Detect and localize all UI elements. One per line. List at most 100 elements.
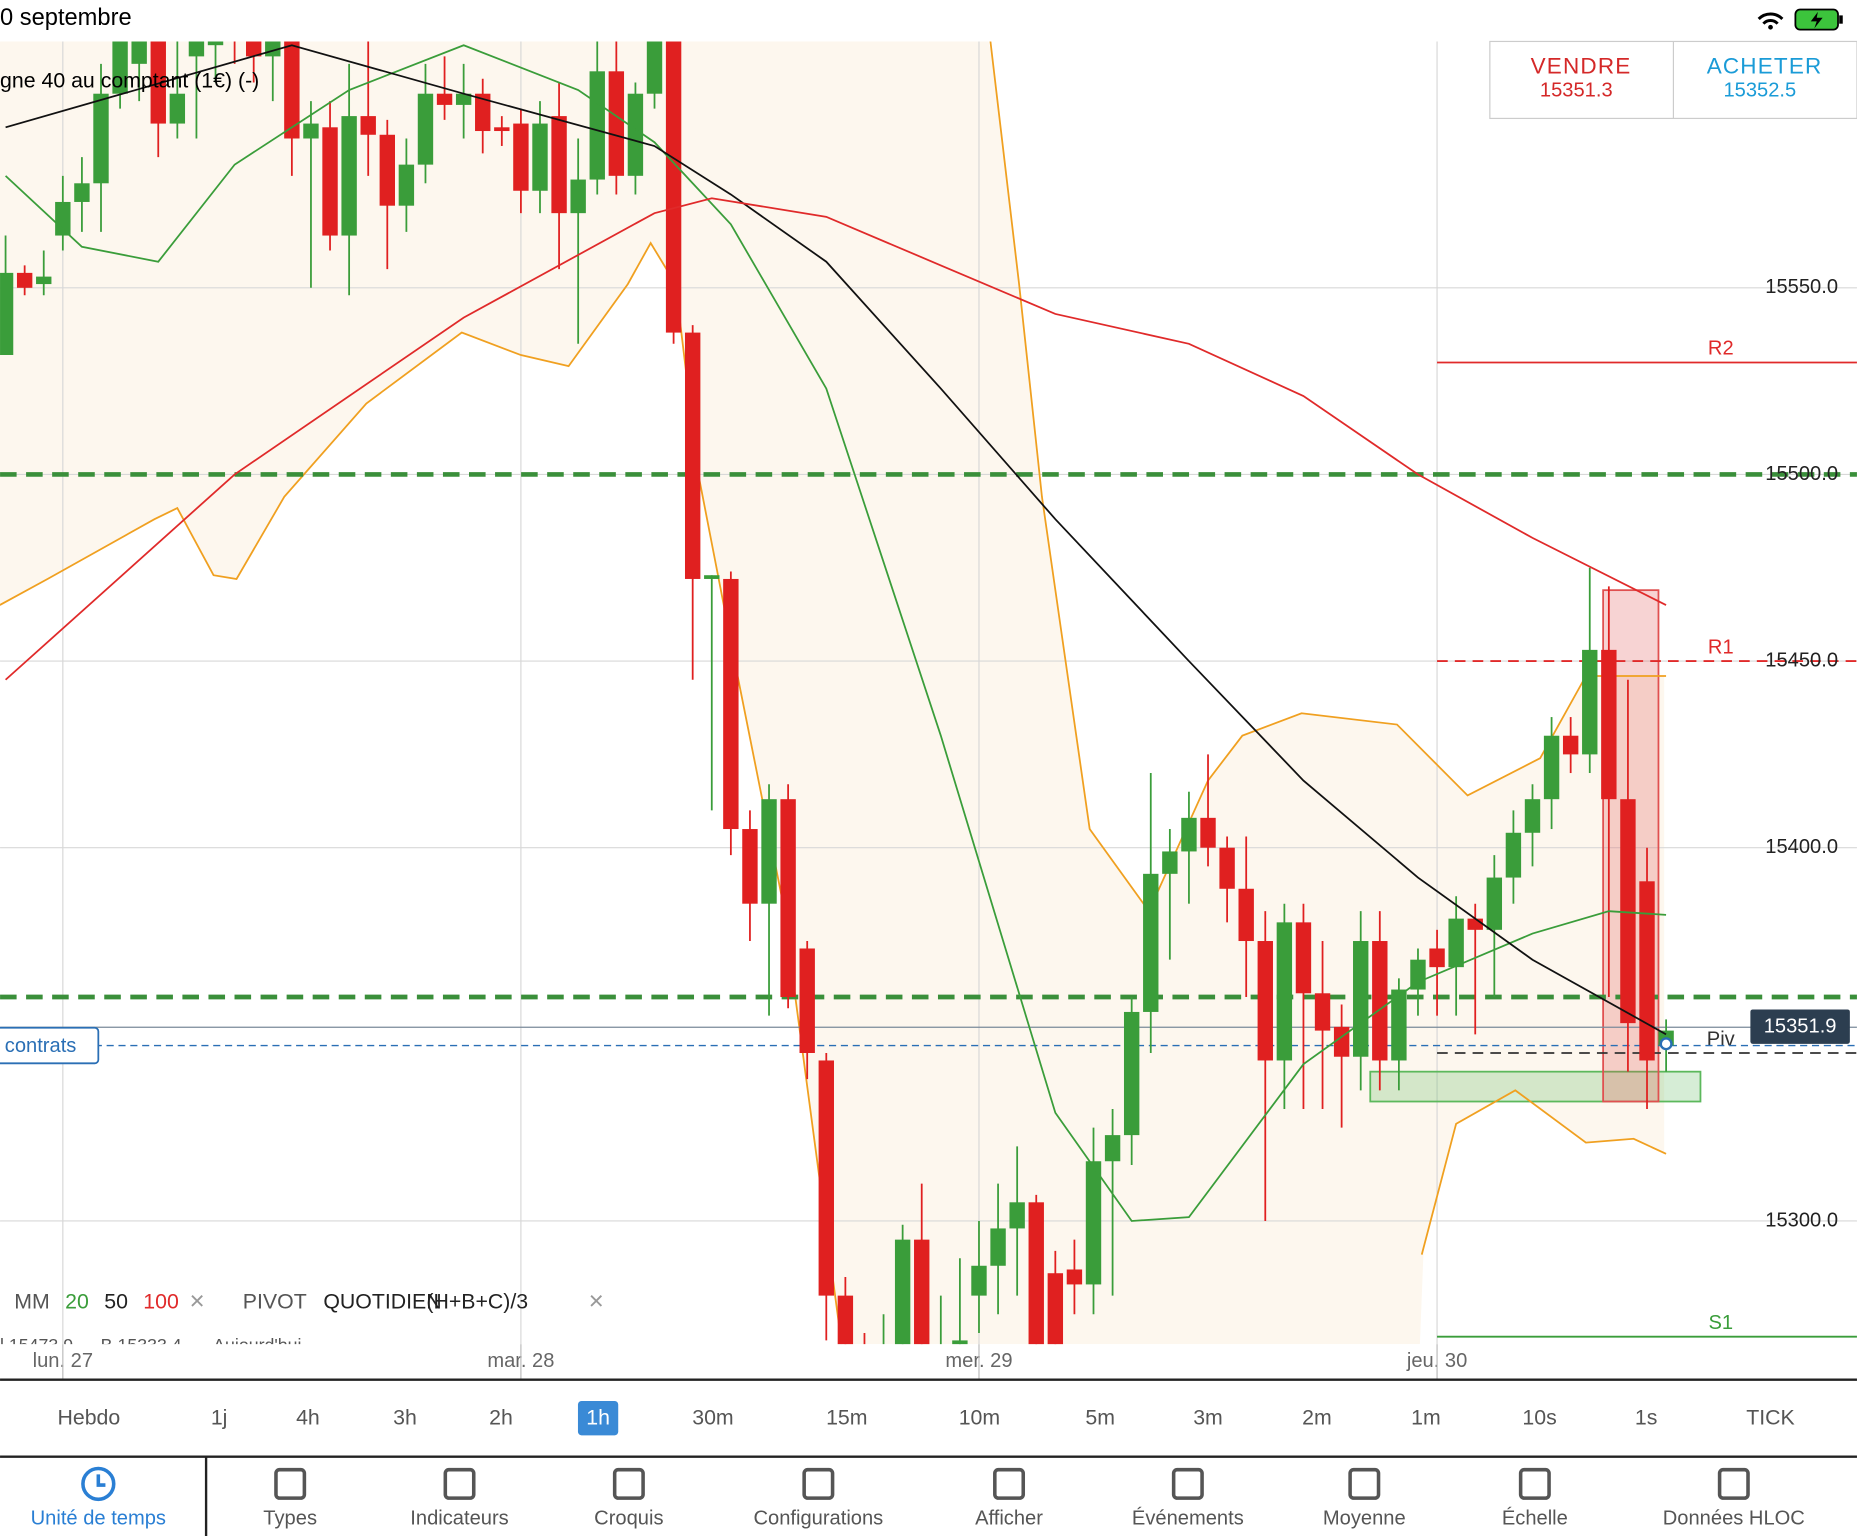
toolbar-icon (1348, 1467, 1381, 1500)
timeframe-bar: Hebdo 1j 4h 3h 2h 1h 30m 15m 10m 5m 3m 2m 1m 10s 1s TIC… (57, 1400, 1795, 1436)
candle-body (1181, 817, 1197, 852)
candle-body (532, 123, 548, 191)
legend-entry: 20 (65, 1289, 89, 1313)
toolbar-button[interactable]: Types (263, 1508, 317, 1530)
legend-info: Aujourd'hui (213, 1335, 301, 1355)
timeframe-option[interactable]: 30m (692, 1405, 733, 1429)
level-label: S1 (1708, 1312, 1733, 1334)
timeframe-option[interactable]: 10s (1522, 1405, 1556, 1429)
legend-formula: (H+B+C)/3 (426, 1289, 528, 1313)
level-label: R1 (1708, 636, 1734, 658)
candle-body (952, 1340, 968, 1345)
candle-body (1104, 1135, 1121, 1162)
candle-body (723, 578, 739, 830)
candle-body (455, 93, 472, 105)
toolbar-icon (274, 1467, 307, 1500)
candle-body (1620, 799, 1636, 1024)
candle-body (1353, 941, 1369, 1057)
toolbar-button[interactable]: Événements (1132, 1507, 1244, 1530)
candle-body (1238, 888, 1254, 942)
legend-mm: MM (14, 1289, 49, 1313)
toolbar-icon (993, 1467, 1026, 1500)
candle-body (627, 93, 644, 176)
y-tick-label: 15550.0 (1765, 276, 1838, 298)
candle-body (837, 1295, 854, 1345)
candle-body (1162, 851, 1178, 874)
toolbar-button[interactable]: Croquis (594, 1508, 663, 1530)
candle-body (1582, 649, 1598, 755)
candle-body (1639, 881, 1655, 1061)
last-candle-marker (1659, 1037, 1673, 1051)
candle-body (284, 41, 300, 139)
toolbar-icon (1717, 1467, 1750, 1500)
candle-body (608, 71, 625, 176)
candle-body (1295, 922, 1312, 994)
timeframe-option[interactable]: 1s (1635, 1405, 1658, 1429)
moving-average (5, 44, 1667, 1036)
candle-body (1601, 649, 1617, 800)
candle-body (1143, 873, 1159, 1012)
candle-body (1372, 941, 1388, 1061)
candle-body (379, 134, 395, 206)
candle-body (131, 41, 147, 64)
last-price-box (1750, 1009, 1850, 1044)
toolbar-button[interactable]: Moyenne (1323, 1508, 1406, 1530)
legend-remove[interactable]: × (589, 1286, 604, 1316)
timeframe-option[interactable]: 2h (489, 1405, 513, 1429)
candle-body (1333, 1026, 1350, 1057)
legend-remove[interactable]: × (190, 1286, 205, 1316)
toolbar-button[interactable]: Unité de temps (31, 1508, 166, 1530)
candle-body (55, 201, 71, 236)
timeframe-option[interactable]: 10m (959, 1405, 1000, 1429)
candle-body (417, 93, 434, 165)
candle-body (1391, 989, 1407, 1061)
toolbar-button[interactable]: Afficher (975, 1508, 1043, 1530)
candle-body (494, 127, 510, 132)
sell-button[interactable]: VENDRE (1531, 53, 1632, 78)
toolbar-button[interactable]: Indicateurs (410, 1508, 508, 1530)
timeframe-option[interactable]: 15m (826, 1405, 867, 1429)
timeframe-option[interactable]: TICK (1746, 1405, 1795, 1429)
toolbar-icon (443, 1467, 476, 1500)
timeframe-option[interactable]: 1m (1411, 1405, 1441, 1429)
candle-body (1486, 877, 1503, 930)
candle-body (245, 41, 262, 57)
candle-body (74, 183, 90, 202)
candle-body (1448, 918, 1464, 968)
timeframe-option[interactable]: 2m (1302, 1405, 1332, 1429)
timeframe-option[interactable]: 1j (211, 1405, 228, 1429)
toolbar-button[interactable]: Échelle (1502, 1507, 1568, 1530)
candle-body (0, 272, 14, 355)
candle-body (1562, 735, 1579, 755)
timeframe-option[interactable]: Hebdo (57, 1405, 120, 1429)
candle-body (1505, 832, 1522, 878)
candle-body (990, 1228, 1006, 1266)
timeframe-option[interactable]: 1h (586, 1405, 610, 1429)
candle-body (761, 799, 777, 904)
candle-body (1028, 1202, 1044, 1345)
status-icons (1757, 8, 1843, 31)
level-label: R2 (1708, 338, 1734, 360)
candle-body (436, 93, 453, 105)
candle-body (150, 41, 166, 124)
candle-body (1257, 941, 1273, 1061)
toolbar-icon (96, 1474, 106, 1487)
band-fill (0, 41, 1665, 1345)
toolbar-icon (612, 1467, 645, 1500)
candle-body (742, 829, 758, 904)
timeframe-option[interactable]: 4h (296, 1405, 320, 1429)
zone (1369, 1070, 1702, 1103)
candle-body (1047, 1273, 1064, 1345)
candle-body (780, 799, 796, 998)
toolbar-button[interactable]: Configurations (753, 1508, 883, 1530)
toolbar-button[interactable]: Données HLOC (1663, 1508, 1805, 1530)
candle-body (665, 41, 682, 333)
candle-body (93, 93, 109, 184)
timeframe-option[interactable]: 5m (1085, 1405, 1115, 1429)
status-date: 0 septembre (0, 5, 132, 31)
buy-button[interactable]: ACHETER (1707, 53, 1823, 78)
candle-body (1123, 1011, 1140, 1136)
timeframe-option[interactable]: 3h (393, 1405, 417, 1429)
timeframe-option[interactable]: 3m (1193, 1405, 1223, 1429)
